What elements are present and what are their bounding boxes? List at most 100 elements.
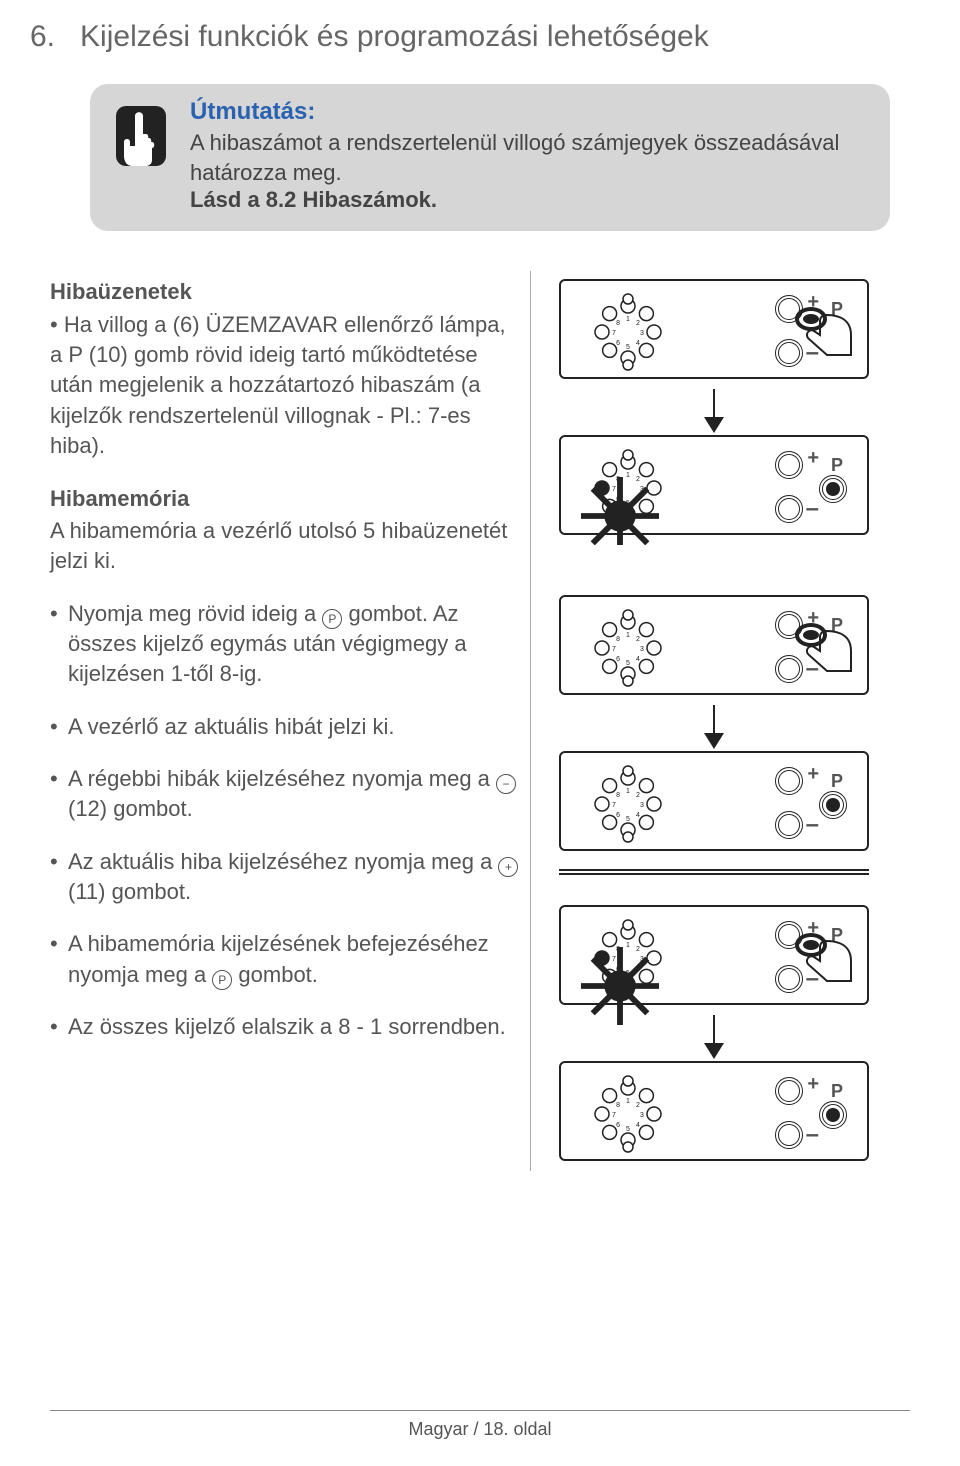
bullet-text: Az aktuális hiba kijelzéséhez nyomja meg…: [68, 847, 520, 908]
svg-text:7: 7: [612, 330, 616, 337]
svg-text:8: 8: [616, 636, 620, 643]
bullet-dot: [50, 764, 68, 825]
arrow-down-icon: [559, 389, 869, 435]
bullet-text: A vezérlő az aktuális hibát jelzi ki.: [68, 712, 520, 742]
dial-icon: 12345678: [589, 765, 667, 843]
panel-buttons: + P –: [677, 447, 857, 527]
button-ring: [775, 495, 803, 523]
section-title-text: Kijelzési funkciók és programozási lehet…: [80, 20, 709, 53]
p-label: P: [831, 455, 843, 476]
svg-text:5: 5: [626, 816, 630, 823]
svg-text:8: 8: [616, 792, 620, 799]
arrow-down-icon: [559, 1015, 869, 1061]
svg-text:3: 3: [640, 330, 644, 337]
svg-text:3: 3: [640, 646, 644, 653]
bullet-5b: gombot.: [232, 962, 318, 987]
hint-box: Útmutatás: A hibaszámot a rendszertelenü…: [90, 84, 890, 231]
dial-icon: 12345678: [589, 609, 667, 687]
bullet-text: Nyomja meg rövid ideig a P gombot. Az ös…: [68, 599, 520, 690]
hand-pointing-icon: [114, 104, 168, 168]
svg-text:2: 2: [636, 1102, 640, 1109]
bullet-1: Nyomja meg rövid ideig a P gombot. Az ös…: [50, 599, 520, 690]
svg-text:8: 8: [616, 320, 620, 327]
bullet-dot: [50, 712, 68, 742]
panel-buttons: + P –: [677, 1073, 857, 1153]
svg-text:6: 6: [616, 812, 620, 819]
bullet-3: A régebbi hibák kijelzéséhez nyomja meg …: [50, 764, 520, 825]
minus-label: –: [806, 1121, 819, 1149]
bullet-6: Az összes kijelző elalszik a 8 - 1 sorre…: [50, 1012, 520, 1042]
svg-text:1: 1: [626, 316, 630, 323]
bullet-3a: A régebbi hibák kijelzéséhez nyomja meg …: [68, 766, 496, 791]
panel-figure-1: 12345678 + P –: [559, 279, 869, 379]
svg-text:3: 3: [640, 802, 644, 809]
panel-buttons: + P –: [677, 607, 857, 687]
panel-figure-2: 12345678 + P –: [559, 435, 869, 535]
panel-figure-6: 12345678 + P –: [559, 1061, 869, 1161]
pressing-hand-icon: [791, 305, 861, 375]
right-column: 12345678 + P – 12345678 + P: [530, 271, 910, 1171]
svg-text:1: 1: [626, 1098, 630, 1105]
double-divider: [559, 869, 869, 875]
svg-text:8: 8: [616, 1102, 620, 1109]
panel-buttons: + P –: [677, 917, 857, 997]
bullet-2: A vezérlő az aktuális hibát jelzi ki.: [50, 712, 520, 742]
hint-body: A hibaszámot a rendszertelenül villogó s…: [190, 128, 866, 187]
panel-buttons: + P –: [677, 291, 857, 371]
subheading-memory: Hibamemória: [50, 484, 520, 514]
pressing-hand-icon: [791, 931, 861, 1001]
bullet-dot: [50, 1012, 68, 1042]
plus-icon: +: [498, 857, 518, 877]
bullet-text: Az összes kijelző elalszik a 8 - 1 sorre…: [68, 1012, 520, 1042]
bullet-dot: [50, 929, 68, 990]
button-ring: [819, 1101, 847, 1129]
section-number: 6.: [30, 20, 55, 53]
svg-text:4: 4: [636, 340, 640, 347]
page-footer: Magyar / 18. oldal: [50, 1410, 910, 1440]
dial-icon: 12345678: [589, 1075, 667, 1153]
p-icon: P: [212, 970, 232, 990]
svg-text:6: 6: [616, 656, 620, 663]
bullet-dot: [50, 847, 68, 908]
svg-text:7: 7: [612, 1112, 616, 1119]
button-ring: [819, 475, 847, 503]
bullet-4: Az aktuális hiba kijelzéséhez nyomja meg…: [50, 847, 520, 908]
svg-text:6: 6: [616, 340, 620, 347]
minus-label: –: [806, 811, 819, 839]
hint-title: Útmutatás:: [190, 98, 866, 126]
section-heading: 6. Kijelzési funkciók és programozási le…: [30, 20, 910, 54]
paragraph-2: A hibamemória a vezérlő utolsó 5 hibaüze…: [50, 516, 520, 577]
svg-text:4: 4: [636, 812, 640, 819]
button-ring: [775, 451, 803, 479]
bullet-text: A hibamemória kijelzésének befejezéséhez…: [68, 929, 520, 990]
svg-text:2: 2: [636, 792, 640, 799]
svg-text:4: 4: [636, 1122, 640, 1129]
p-label: P: [831, 771, 843, 792]
bullet-1a: Nyomja meg rövid ideig a: [68, 601, 322, 626]
hint-ref: Lásd a 8.2 Hibaszámok.: [190, 187, 866, 213]
p-icon: P: [322, 609, 342, 629]
plus-label: +: [807, 447, 819, 470]
dial-icon: 12345678: [589, 449, 667, 527]
bullet-4a: Az aktuális hiba kijelzéséhez nyomja meg…: [68, 849, 498, 874]
svg-text:1: 1: [626, 788, 630, 795]
p-label: P: [831, 1081, 843, 1102]
button-ring: [775, 767, 803, 795]
paragraph-1: • Ha villog a (6) ÜZEMZAVAR ellenőrző lá…: [50, 310, 520, 462]
panel-buttons: + P –: [677, 763, 857, 843]
svg-text:4: 4: [636, 656, 640, 663]
pressing-hand-icon: [791, 621, 861, 691]
minus-label: –: [806, 495, 819, 523]
svg-text:5: 5: [626, 1126, 630, 1133]
panel-figure-3: 12345678 + P –: [559, 595, 869, 695]
svg-text:2: 2: [636, 636, 640, 643]
svg-text:6: 6: [616, 1122, 620, 1129]
left-column: Hibaüzenetek • Ha villog a (6) ÜZEMZAVAR…: [50, 271, 520, 1171]
minus-icon: −: [496, 774, 516, 794]
plus-label: +: [807, 763, 819, 786]
button-ring: [819, 791, 847, 819]
bullet-dot: [50, 599, 68, 690]
dial-icon: 12345678: [589, 293, 667, 371]
svg-text:1: 1: [626, 632, 630, 639]
svg-text:5: 5: [626, 660, 630, 667]
